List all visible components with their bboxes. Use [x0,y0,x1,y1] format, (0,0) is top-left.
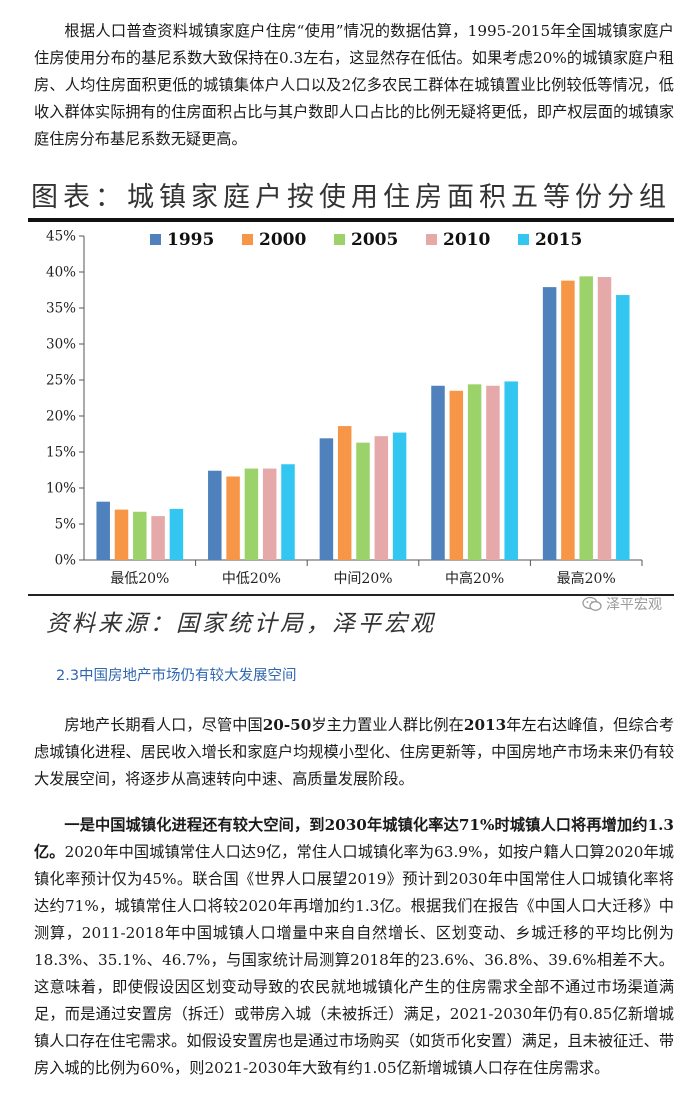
x-tick-label: 中间20% [333,571,392,587]
bar-1995-0 [96,501,110,560]
bar-2000-0 [114,509,129,560]
para3-lead-num-2: 71% [458,816,495,834]
para3-lead-4: 亿。 [34,843,65,861]
y-tick-label: 40% [46,265,76,281]
para2-text-3: 年左右达峰值，但综合考虑城镇化进程、居民收入增长和家庭户均规模小型化、住房更新等… [34,716,675,788]
y-tick-label: 30% [46,337,76,353]
chart-source: 资料来源：国家统计局，泽平宏观 [46,611,436,637]
legend-swatch-2005 [334,234,345,245]
bar-2015-4 [616,295,630,560]
legend-swatch-2000 [242,234,253,245]
y-tick-label: 20% [46,409,76,425]
wechat-icon [582,596,602,611]
bar-2005-4 [579,276,593,560]
legend-label-1995: 1995 [167,230,214,250]
bar-1995-2 [319,438,334,560]
bar-1995-3 [431,385,445,560]
section-heading: 2.3中国房地产市场仍有较大发展空间 [56,668,297,684]
y-tick-label: 15% [46,445,76,461]
bar-2015-2 [392,432,407,560]
bar-2010-0 [151,516,165,560]
bar-2000-3 [449,390,464,560]
chart-figure: 图表：城镇家庭户按使用住房面积五等份分组 0% 5% 10% 15% 20% 25% 30%… [28,178,674,648]
chart-title: 图表：城镇家庭户按使用住房面积五等份分组 [31,182,671,213]
para2-text-2: 岁主力置业人群比例在 [311,716,464,734]
bar-2010-4 [597,277,612,560]
y-tick-label: 35% [46,301,76,317]
y-tick-label: 0% [55,553,77,569]
para3-lead-2: 年城镇化率达 [366,816,459,834]
legend-label-2005: 2005 [351,230,398,250]
bar-2015-3 [504,381,518,560]
para3-lead-num-1: 2030 [324,816,367,834]
y-tick-label: 45% [46,229,76,245]
bar-2000-2 [337,426,352,560]
para2-bold-2: 2013 [463,716,507,734]
para3-lead-1: 一是中国城镇化进程还有较大空间，到 [64,816,325,834]
intro-paragraph: 根据人口普查资料城镇家庭户住房“使用”情况的数据估算，1995-2015年全国城… [34,22,674,148]
x-tick-label: 最低20% [110,571,169,587]
bar-2015-0 [169,508,184,560]
bar-1995-1 [208,470,222,560]
legend-label-2010: 2010 [443,230,490,250]
bar-2005-0 [133,511,147,560]
bar-2005-1 [244,468,259,560]
y-tick-label: 5% [55,517,77,533]
para2-bold-1: 20-50 [262,716,312,734]
para3-lead-3: 时城镇人口将再增加约 [494,816,648,834]
legend-label-2000: 2000 [259,230,306,250]
y-tick-label: 25% [46,373,76,389]
bar-2015-1 [281,464,295,560]
bar-1995-4 [542,287,557,560]
bar-2010-1 [262,468,277,560]
paragraph-urbanization: 一是中国城镇化进程还有较大空间，到2030年城镇化率达71%时城镇人口将再增加约… [34,812,674,1082]
x-tick-label: 最高20% [557,570,616,587]
bar-2000-4 [561,280,575,560]
chart-title-rule [28,218,674,222]
para2-text-1: 房地产长期看人口，尽管中国 [64,716,263,734]
x-tick-label: 中高20% [445,570,504,587]
legend-swatch-2010 [426,234,437,245]
bar-2010-2 [374,436,389,560]
legend-swatch-2015 [518,234,529,245]
watermark: 泽平宏观 [582,594,662,614]
paragraph-housing-outlook: 房地产长期看人口，尽管中国20-50岁主力置业人群比例在2013年左右达峰值，但… [34,712,674,793]
y-tick-label: 10% [46,481,76,497]
bar-2005-3 [467,384,482,560]
bar-2005-2 [356,442,370,560]
x-tick-label: 中低20% [222,571,281,587]
para3-body: 2020年中国城镇常住人口达9亿，常住人口城镇化率为63.9%，如按户籍人口算2… [34,843,674,1077]
legend-swatch-1995 [150,234,161,245]
watermark-text: 泽平宏观 [606,597,662,613]
legend-label-2015: 2015 [535,230,582,250]
para3-lead-num-3: 1.3 [647,816,675,834]
bar-2010-3 [486,385,500,560]
bar-chart: 0% 5% 10% 15% 20% 25% 30% 35% 40% 45% 最低20% 中低20% 中间… [46,229,643,587]
chart-bottom-rule [28,594,674,596]
bar-2000-1 [226,476,240,560]
